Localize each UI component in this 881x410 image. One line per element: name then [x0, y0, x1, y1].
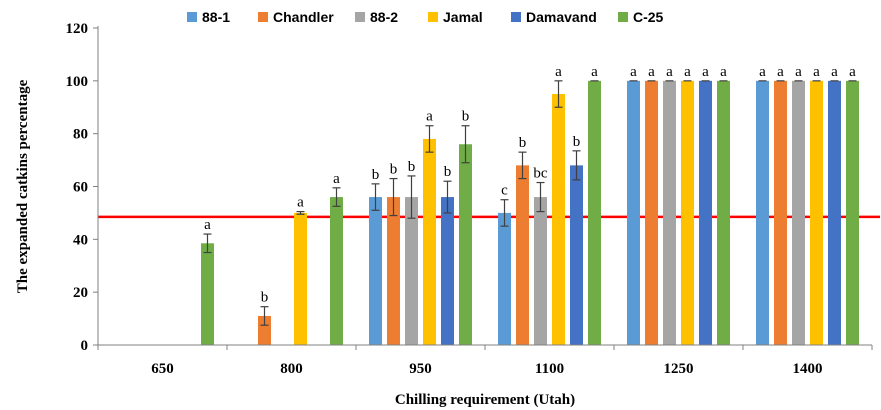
bar-jamal-1250: [681, 80, 694, 345]
significance-label: a: [666, 64, 673, 80]
significance-label: b: [372, 167, 380, 183]
significance-label: a: [684, 64, 691, 80]
y-tick-label: 0: [81, 338, 89, 354]
bar-88-2-950: [405, 197, 418, 345]
y-tick-label: 40: [73, 232, 88, 248]
significance-label: c: [501, 183, 508, 199]
significance-label: a: [777, 64, 784, 80]
significance-label: a: [591, 64, 598, 80]
bar-88-2-1100: [534, 197, 547, 345]
significance-label: a: [297, 195, 304, 211]
significance-label: a: [759, 64, 766, 80]
significance-label: bc: [533, 166, 548, 182]
significance-label: a: [648, 64, 655, 80]
bar-c-25-1400: [846, 80, 859, 345]
significance-label: b: [408, 159, 416, 175]
significance-label: a: [630, 64, 637, 80]
bar-damavand-1400: [828, 80, 841, 345]
significance-label: b: [573, 134, 581, 150]
y-tick-label: 80: [73, 127, 88, 143]
significance-label: a: [849, 64, 856, 80]
legend-swatch: [258, 12, 268, 22]
x-tick-label: 1100: [535, 361, 564, 377]
bar-damavand-1250: [699, 80, 712, 345]
legend-label: 88-1: [202, 9, 230, 25]
significance-label: a: [333, 171, 340, 187]
y-tick-label: 20: [73, 285, 88, 301]
bar-88-1-1400: [756, 80, 769, 345]
legend-label: Chandler: [273, 9, 334, 25]
bar-c-25-1250: [717, 80, 730, 345]
legend-swatch: [618, 12, 628, 22]
legend-label: Damavand: [526, 9, 597, 25]
bar-88-1-1100: [498, 212, 511, 345]
significance-label: a: [702, 64, 709, 80]
legend-swatch: [187, 12, 197, 22]
legend-swatch: [428, 12, 438, 22]
bar-jamal-1100: [552, 94, 565, 346]
legend-swatch: [511, 12, 521, 22]
significance-label: b: [444, 164, 452, 180]
bar-chandler-1400: [774, 80, 787, 345]
x-tick-label: 650: [151, 361, 174, 377]
significance-label: b: [462, 109, 470, 125]
bar-88-1-950: [369, 197, 382, 345]
significance-label: a: [720, 64, 727, 80]
bar-jamal-800: [294, 212, 307, 345]
significance-label: b: [390, 162, 398, 178]
bar-chandler-800: [258, 315, 271, 345]
bar-chandler-950: [387, 197, 400, 345]
bar-c-25-650: [201, 243, 214, 345]
legend-swatch: [355, 12, 365, 22]
legend-label: C-25: [633, 9, 664, 25]
significance-label: a: [555, 64, 562, 80]
bar-damavand-950: [441, 197, 454, 345]
bar-88-2-1250: [663, 80, 676, 345]
y-tick-label: 100: [66, 74, 89, 90]
significance-label: b: [261, 290, 269, 306]
y-tick-label: 60: [73, 180, 88, 196]
y-tick-label: 120: [66, 21, 89, 37]
x-tick-label: 800: [280, 361, 303, 377]
bar-chandler-1100: [516, 165, 529, 345]
bar-88-2-1400: [792, 80, 805, 345]
bar-c-25-1100: [588, 80, 601, 345]
legend-label: Jamal: [443, 9, 483, 25]
x-tick-label: 1250: [664, 361, 694, 377]
bar-damavand-1100: [570, 165, 583, 345]
significance-label: a: [204, 217, 211, 233]
bar-c-25-800: [330, 197, 343, 345]
legend-label: 88-2: [370, 9, 398, 25]
bar-jamal-950: [423, 138, 436, 345]
significance-label: a: [426, 109, 433, 125]
bar-chandler-1250: [645, 80, 658, 345]
significance-label: b: [519, 135, 527, 151]
x-axis-title: Chilling requirement (Utah): [395, 392, 575, 408]
bar-88-1-1250: [627, 80, 640, 345]
x-tick-label: 950: [409, 361, 432, 377]
x-tick-label: 1400: [793, 361, 823, 377]
bar-c-25-950: [459, 144, 472, 345]
significance-label: a: [813, 64, 820, 80]
significance-label: a: [831, 64, 838, 80]
bar-jamal-1400: [810, 80, 823, 345]
y-axis-title: The expanded catkins percentage: [15, 79, 31, 293]
significance-label: a: [795, 64, 802, 80]
